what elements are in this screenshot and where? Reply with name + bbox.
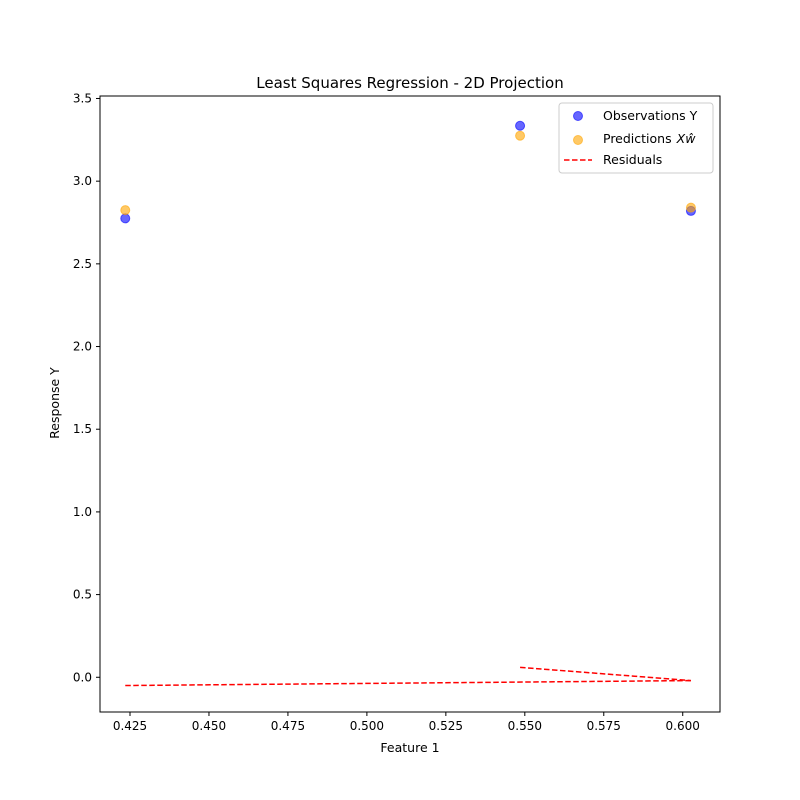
legend-predictions-marker — [573, 135, 583, 145]
y-axis: 0.0 0.5 1.0 1.5 2.0 2.5 3.0 3.5 — [73, 91, 100, 684]
chart-title: Least Squares Regression - 2D Projection — [256, 74, 563, 92]
legend-predictions-math: Xŵ — [676, 131, 697, 146]
x-axis-label: Feature 1 — [380, 740, 439, 755]
y-tick-label: 1.5 — [73, 422, 92, 436]
x-tick-label: 0.600 — [666, 719, 700, 733]
y-tick-label: 3.0 — [73, 174, 92, 188]
plot-area — [99, 95, 721, 713]
y-tick-label: 3.5 — [73, 91, 92, 105]
prediction-points — [120, 130, 696, 216]
legend-residuals-label: Residuals — [603, 152, 662, 167]
legend-predictions-label: Predictions Xŵ — [603, 131, 696, 146]
legend-observations-label: Observations Y — [603, 108, 698, 123]
x-tick-label: 0.500 — [350, 719, 384, 733]
axes-frame — [99, 95, 721, 713]
y-tick-label: 2.0 — [73, 340, 92, 354]
legend-predictions-name: Predictions — [603, 131, 672, 146]
x-tick-label: 0.425 — [113, 719, 147, 733]
prediction-point — [685, 202, 696, 213]
observation-point — [515, 120, 526, 131]
x-tick-label: 0.525 — [429, 719, 463, 733]
x-tick-label: 0.550 — [508, 719, 542, 733]
y-tick-label: 0.5 — [73, 588, 92, 602]
x-tick-label: 0.450 — [192, 719, 226, 733]
y-tick-label: 0.0 — [73, 670, 92, 684]
residual-line — [125, 679, 691, 687]
y-tick-label: 2.5 — [73, 257, 92, 271]
residual-layer — [125, 666, 692, 687]
residual-line — [520, 666, 692, 682]
prediction-point — [120, 205, 131, 216]
y-tick-label: 1.0 — [73, 505, 92, 519]
x-tick-label: 0.575 — [587, 719, 621, 733]
legend-observations-marker — [573, 111, 583, 121]
observation-point — [120, 213, 131, 224]
y-axis-label: Response Y — [47, 367, 62, 439]
legend-box — [558, 102, 714, 174]
x-tick-label: 0.475 — [271, 719, 305, 733]
x-axis: 0.425 0.450 0.475 0.500 0.525 0.550 0.575 0.600 — [113, 712, 700, 733]
legend: Observations Y Predictions Xŵ Residuals — [558, 102, 714, 174]
prediction-point — [515, 130, 526, 141]
